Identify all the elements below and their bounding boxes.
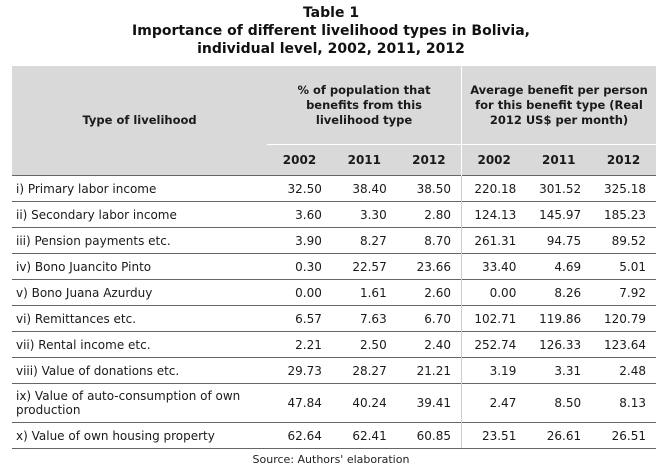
cell-value: 325.18 [591, 175, 656, 202]
year-header: 2011 [331, 144, 397, 176]
cell-value: 39.41 [396, 383, 462, 423]
cell-value: 261.31 [461, 227, 527, 254]
cell-value: 6.57 [267, 305, 332, 332]
row-label: iv) Bono Juancito Pinto [12, 253, 268, 280]
cell-value: 3.31 [526, 357, 592, 384]
table-row: vi) Remittances etc. 6.57 7.63 6.70 102.… [12, 305, 656, 332]
cell-value: 26.61 [526, 422, 592, 449]
cell-value: 89.52 [591, 227, 656, 254]
cell-value: 60.85 [396, 422, 462, 449]
source-note: Source: Authors' elaboration [252, 453, 410, 466]
row-label: viii) Value of donations etc. [12, 357, 268, 384]
cell-value: 301.52 [526, 175, 592, 202]
cell-value: 0.00 [461, 279, 527, 306]
cell-value: 252.74 [461, 331, 527, 358]
table-number: Table 1 [302, 5, 360, 21]
type-of-livelihood-header: Type of livelihood [12, 66, 268, 176]
cell-value: 5.01 [591, 253, 656, 280]
cell-value: 47.84 [267, 383, 332, 423]
table-header: Type of livelihood % of population that … [12, 66, 656, 176]
cell-value: 29.73 [267, 357, 332, 384]
row-label: vii) Rental income etc. [12, 331, 268, 358]
cell-value: 185.23 [591, 201, 656, 228]
year-header: 2002 [461, 144, 527, 176]
table-row: vii) Rental income etc. 2.21 2.50 2.40 2… [12, 331, 656, 358]
row-label: x) Value of own housing property [12, 422, 268, 449]
cell-value: 124.13 [461, 201, 527, 228]
table-body: i) Primary labor income 32.50 38.40 38.5… [12, 175, 656, 449]
cell-value: 62.64 [267, 422, 332, 449]
cell-value: 119.86 [526, 305, 592, 332]
row-label: vi) Remittances etc. [12, 305, 268, 332]
cell-value: 38.40 [331, 175, 397, 202]
cell-value: 8.13 [591, 383, 656, 423]
population-share-header: % of population that benefits from this … [267, 66, 462, 145]
table-row: ii) Secondary labor income 3.60 3.30 2.8… [12, 201, 656, 228]
table-title: Table 1 Importance of different liveliho… [0, 0, 662, 58]
cell-value: 2.47 [461, 383, 527, 423]
cell-value: 22.57 [331, 253, 397, 280]
row-label: iii) Pension payments etc. [12, 227, 268, 254]
cell-value: 26.51 [591, 422, 656, 449]
row-label: i) Primary labor income [12, 175, 268, 202]
cell-value: 8.27 [331, 227, 397, 254]
year-header: 2011 [526, 144, 592, 176]
cell-value: 6.70 [396, 305, 462, 332]
table-title-line-1: Importance of different livelihood types… [132, 23, 530, 39]
table-row: iv) Bono Juancito Pinto 0.30 22.57 23.66… [12, 253, 656, 280]
cell-value: 3.30 [331, 201, 397, 228]
cell-value: 21.21 [396, 357, 462, 384]
cell-value: 28.27 [331, 357, 397, 384]
cell-value: 8.26 [526, 279, 592, 306]
year-header: 2012 [591, 144, 656, 176]
row-label: v) Bono Juana Azurduy [12, 279, 268, 306]
cell-value: 32.50 [267, 175, 332, 202]
table-title-line-2: individual level, 2002, 2011, 2012 [197, 41, 465, 57]
cell-value: 145.97 [526, 201, 592, 228]
cell-value: 1.61 [331, 279, 397, 306]
cell-value: 0.00 [267, 279, 332, 306]
table-row: iii) Pension payments etc. 3.90 8.27 8.7… [12, 227, 656, 254]
cell-value: 4.69 [526, 253, 592, 280]
cell-value: 62.41 [331, 422, 397, 449]
cell-value: 2.80 [396, 201, 462, 228]
cell-value: 8.70 [396, 227, 462, 254]
cell-value: 23.51 [461, 422, 527, 449]
cell-value: 120.79 [591, 305, 656, 332]
table-row: i) Primary labor income 32.50 38.40 38.5… [12, 175, 656, 202]
table-row: x) Value of own housing property 62.64 6… [12, 422, 656, 449]
cell-value: 2.60 [396, 279, 462, 306]
cell-value: 2.50 [331, 331, 397, 358]
cell-value: 2.40 [396, 331, 462, 358]
row-label: ii) Secondary labor income [12, 201, 268, 228]
table-row: v) Bono Juana Azurduy 0.00 1.61 2.60 0.0… [12, 279, 656, 306]
cell-value: 123.64 [591, 331, 656, 358]
cell-value: 94.75 [526, 227, 592, 254]
cell-value: 102.71 [461, 305, 527, 332]
livelihood-table: Type of livelihood % of population that … [12, 66, 656, 449]
cell-value: 7.63 [331, 305, 397, 332]
cell-value: 2.21 [267, 331, 332, 358]
cell-value: 33.40 [461, 253, 527, 280]
cell-value: 7.92 [591, 279, 656, 306]
livelihood-table-container: Type of livelihood % of population that … [12, 66, 656, 449]
cell-value: 3.19 [461, 357, 527, 384]
year-header: 2002 [267, 144, 332, 176]
cell-value: 3.60 [267, 201, 332, 228]
table-row: ix) Value of auto-consumption of own pro… [12, 383, 656, 423]
cell-value: 220.18 [461, 175, 527, 202]
table-row: viii) Value of donations etc. 29.73 28.2… [12, 357, 656, 384]
cell-value: 40.24 [331, 383, 397, 423]
cell-value: 126.33 [526, 331, 592, 358]
year-header: 2012 [396, 144, 462, 176]
cell-value: 2.48 [591, 357, 656, 384]
cell-value: 23.66 [396, 253, 462, 280]
cell-value: 0.30 [267, 253, 332, 280]
cell-value: 8.50 [526, 383, 592, 423]
cell-value: 38.50 [396, 175, 462, 202]
average-benefit-header: Average benefit per person for this bene… [461, 66, 656, 145]
cell-value: 3.90 [267, 227, 332, 254]
row-label: ix) Value of auto-consumption of own pro… [12, 383, 268, 423]
